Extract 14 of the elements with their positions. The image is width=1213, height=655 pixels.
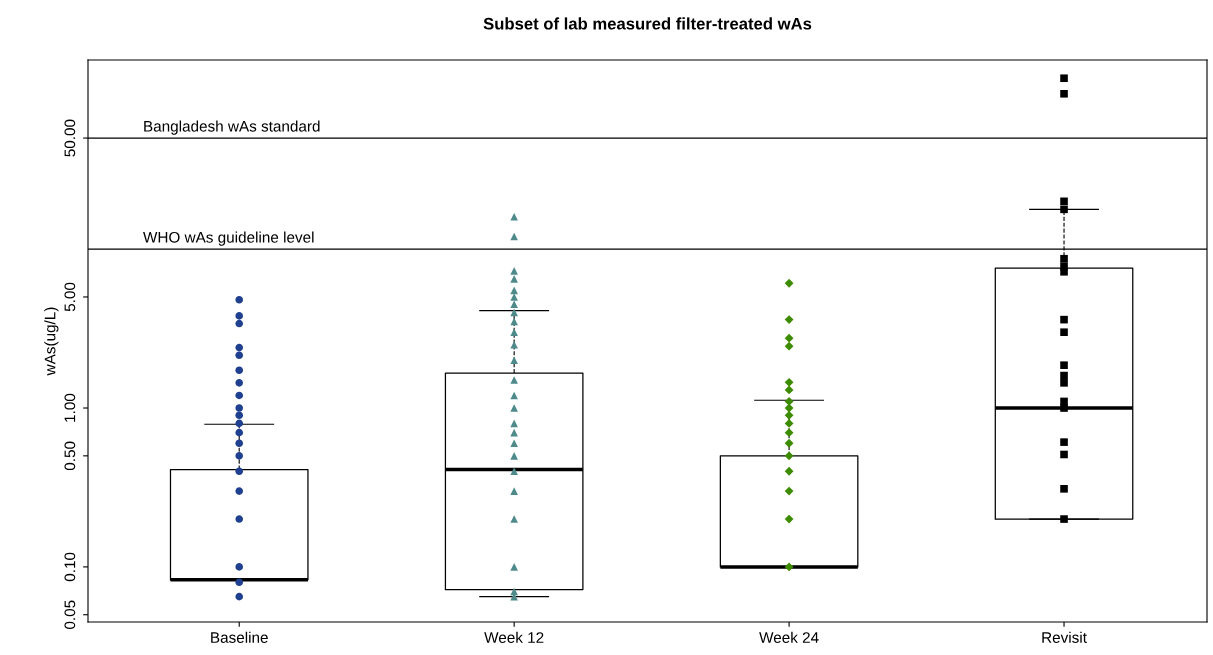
ref-line-label: Bangladesh wAs standard	[144, 120, 320, 135]
x-tick-label: Baseline	[211, 631, 268, 643]
y-tick-label: 50.00	[64, 119, 76, 157]
y-tick-label: 0.50	[64, 441, 76, 471]
ref-line-label: WHO wAs guideline level	[143, 231, 314, 246]
y-tick-label: 1.00	[64, 393, 76, 422]
x-tick-label: Revisit	[1042, 631, 1087, 643]
chart-title: Subset of lab measured filter-treated wAs	[483, 17, 812, 30]
x-tick-label: Week 24	[759, 631, 819, 643]
y-axis-title: wAs(ug/L)	[44, 307, 59, 376]
y-tick-label: 0.05	[64, 600, 76, 629]
y-tick-label: 5.00	[64, 282, 76, 312]
y-tick-label: 0.10	[64, 552, 76, 582]
x-tick-label: Week 12	[484, 631, 544, 643]
